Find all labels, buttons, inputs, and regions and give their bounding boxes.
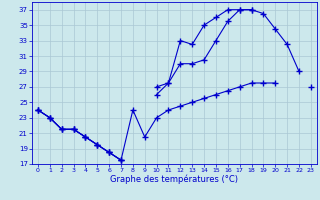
X-axis label: Graphe des températures (°C): Graphe des températures (°C) — [110, 175, 238, 184]
